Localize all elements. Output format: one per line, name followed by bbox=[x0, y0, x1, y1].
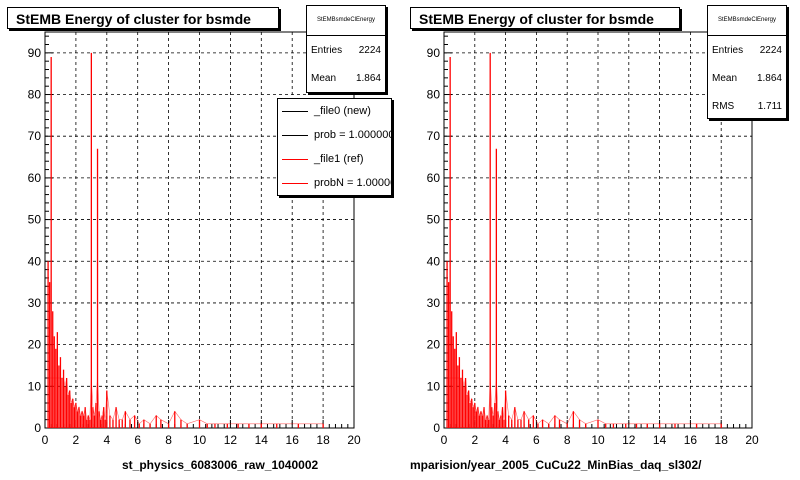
x-tick-label: 2 bbox=[471, 433, 478, 447]
x-tick-label: 18 bbox=[715, 433, 729, 447]
y-tick-label: 30 bbox=[28, 296, 42, 310]
legend-entry: _file0 (new) bbox=[278, 99, 391, 123]
histogram-outline bbox=[48, 377, 324, 425]
y-tick-label: 60 bbox=[427, 171, 441, 185]
legend-swatch bbox=[282, 110, 308, 112]
stats-label: Entries bbox=[712, 44, 744, 56]
stats-value: 2224 bbox=[358, 44, 381, 56]
right-stats-box: StEMBsmdeClEnergy Entries 2224 Mean 1.86… bbox=[707, 5, 787, 119]
stats-value: 1.864 bbox=[756, 72, 782, 84]
y-tick-label: 50 bbox=[28, 213, 42, 227]
right-plot: 0 2 4 6 8 10 12 14 16 18 20 0 10 20 30 40 50 60 70 80 90 bbox=[427, 31, 759, 447]
x-tick-label: 18 bbox=[316, 433, 330, 447]
x-tick-label: 4 bbox=[103, 433, 110, 447]
right-stats-title: StEMBsmdeClEnergy bbox=[708, 6, 786, 36]
y-tick-label: 70 bbox=[427, 129, 441, 143]
y-tick-label: 40 bbox=[427, 254, 441, 268]
x-tick-label: 10 bbox=[591, 433, 605, 447]
legend-swatch bbox=[282, 158, 308, 160]
right-x-axis-label: mparision/year_2005_CuCu22_MinBias_daq_s… bbox=[410, 458, 702, 472]
y-tick-label: 90 bbox=[427, 46, 441, 60]
x-tick-label: 16 bbox=[286, 433, 300, 447]
right-stats-entries: Entries 2224 bbox=[708, 36, 786, 64]
y-tick-label: 80 bbox=[28, 88, 42, 102]
x-tick-label: 10 bbox=[193, 433, 207, 447]
x-tick-label: 0 bbox=[441, 433, 448, 447]
x-tick-label: 8 bbox=[165, 433, 172, 447]
legend-entry: prob = 1.000000 bbox=[278, 123, 391, 147]
legend-entry: _file1 (ref) bbox=[278, 147, 391, 171]
stats-value: 2224 bbox=[759, 44, 782, 56]
x-tick-label: 14 bbox=[255, 433, 269, 447]
stats-label: Mean bbox=[712, 72, 738, 84]
stats-label: Mean bbox=[311, 72, 337, 84]
legend-label: probN = 1.000000 bbox=[314, 177, 391, 189]
y-tick-label: 40 bbox=[28, 254, 42, 268]
stats-label: Entries bbox=[311, 44, 343, 56]
left-stats-box: StEMBsmdeClEnergy Entries 2224 Mean 1.86… bbox=[306, 5, 386, 93]
right-stats-rms: RMS 1.711 bbox=[708, 92, 786, 120]
stats-value: 1.864 bbox=[355, 72, 381, 84]
stats-label: RMS bbox=[712, 100, 735, 112]
y-tick-label: 30 bbox=[427, 296, 441, 310]
y-tick-label: 10 bbox=[427, 379, 441, 393]
x-tick-label: 2 bbox=[73, 433, 80, 447]
x-tick-label: 12 bbox=[224, 433, 238, 447]
x-tick-label: 12 bbox=[622, 433, 636, 447]
y-tick-label: 70 bbox=[28, 129, 42, 143]
y-tick-label: 10 bbox=[28, 379, 42, 393]
left-stats-entries: Entries 2224 bbox=[307, 36, 385, 64]
left-stats-title: StEMBsmdeClEnergy bbox=[307, 6, 385, 36]
legend-swatch bbox=[282, 182, 308, 184]
legend-label: _file0 (new) bbox=[314, 105, 371, 117]
x-tick-label: 20 bbox=[745, 433, 759, 447]
x-tick-label: 6 bbox=[533, 433, 540, 447]
left-legend: _file0 (new) prob = 1.000000 _file1 (ref… bbox=[277, 98, 392, 196]
histogram-outline bbox=[447, 377, 722, 425]
left-panel: StEMB Energy of cluster for bsmde StEMBs… bbox=[7, 5, 392, 472]
y-tick-label: 20 bbox=[28, 338, 42, 352]
right-chart-title: StEMB Energy of cluster for bsmde bbox=[410, 7, 680, 29]
y-tick-label: 0 bbox=[34, 421, 41, 435]
right-panel: StEMB Energy of cluster for bsmde StEMBs… bbox=[400, 0, 800, 480]
left-chart-title: StEMB Energy of cluster for bsmde bbox=[7, 7, 279, 29]
x-tick-label: 0 bbox=[42, 433, 49, 447]
legend-label: prob = 1.000000 bbox=[314, 129, 392, 141]
left-x-axis-label: st_physics_6083006_raw_1040002 bbox=[122, 458, 319, 472]
right-stats-mean: Mean 1.864 bbox=[708, 64, 786, 92]
legend-label: _file1 (ref) bbox=[314, 153, 364, 165]
x-tick-label: 14 bbox=[653, 433, 667, 447]
x-tick-label: 4 bbox=[502, 433, 509, 447]
y-tick-label: 0 bbox=[433, 421, 440, 435]
y-tick-label: 90 bbox=[28, 46, 42, 60]
legend-swatch bbox=[282, 134, 308, 136]
x-tick-label: 16 bbox=[684, 433, 698, 447]
x-tick-label: 6 bbox=[134, 433, 141, 447]
left-stats-mean: Mean 1.864 bbox=[307, 64, 385, 92]
legend-entry: probN = 1.000000 bbox=[278, 171, 391, 195]
x-tick-label: 8 bbox=[564, 433, 571, 447]
y-tick-label: 80 bbox=[427, 88, 441, 102]
y-tick-label: 60 bbox=[28, 171, 42, 185]
y-tick-label: 50 bbox=[427, 213, 441, 227]
stats-value: 1.711 bbox=[757, 100, 782, 112]
y-tick-label: 20 bbox=[427, 338, 441, 352]
x-tick-label: 20 bbox=[347, 433, 361, 447]
